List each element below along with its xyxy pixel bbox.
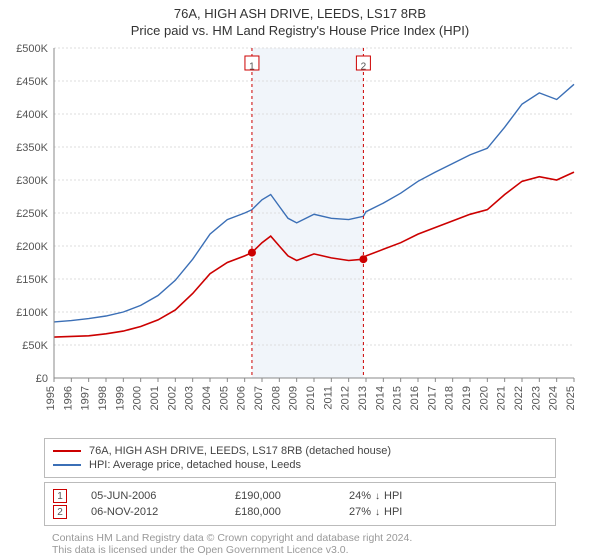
x-tick-label: 1996 <box>62 386 74 410</box>
x-tick-label: 2024 <box>548 386 560 410</box>
y-tick-label: £500K <box>16 43 48 55</box>
sale-delta-pct: 24% <box>349 490 371 502</box>
y-tick-label: £200K <box>16 241 48 253</box>
sale-point <box>359 255 367 263</box>
legend-row: HPI: Average price, detached house, Leed… <box>53 459 547 471</box>
sale-marker-num: 2 <box>361 62 367 73</box>
x-tick-label: 2016 <box>409 386 421 410</box>
x-tick-label: 2019 <box>461 386 473 410</box>
sale-point <box>248 249 256 257</box>
x-tick-label: 2007 <box>253 386 265 410</box>
x-tick-label: 1995 <box>45 386 57 410</box>
x-tick-label: 2013 <box>357 386 369 410</box>
y-tick-label: £400K <box>16 109 48 121</box>
sale-delta-label: HPI <box>384 506 402 518</box>
legend-label: 76A, HIGH ASH DRIVE, LEEDS, LS17 8RB (de… <box>89 445 391 457</box>
x-tick-label: 2001 <box>149 386 161 410</box>
sale-price: £190,000 <box>235 490 325 502</box>
x-tick-label: 2014 <box>374 386 386 410</box>
x-tick-label: 2009 <box>288 386 300 410</box>
x-tick-label: 2008 <box>270 386 282 410</box>
sales-panel: 1 05-JUN-2006 £190,000 24% ↓ HPI 2 06-NOV-2012 £… <box>44 482 556 526</box>
sale-date: 05-JUN-2006 <box>91 490 211 502</box>
legend-swatch <box>53 464 81 466</box>
x-tick-label: 1997 <box>80 386 92 410</box>
chart-title-block: 76A, HIGH ASH DRIVE, LEEDS, LS17 8RB Pri… <box>0 0 600 38</box>
x-tick-label: 2015 <box>392 386 404 410</box>
x-tick-label: 2020 <box>478 386 490 410</box>
y-tick-label: £0 <box>36 373 48 385</box>
legend-swatch <box>53 450 81 452</box>
y-tick-label: £250K <box>16 208 48 220</box>
x-tick-label: 2022 <box>513 386 525 410</box>
x-tick-label: 2002 <box>166 386 178 410</box>
sale-delta: 24% ↓ HPI <box>349 490 449 502</box>
y-tick-label: £150K <box>16 274 48 286</box>
title-subtitle: Price paid vs. HM Land Registry's House … <box>0 23 600 38</box>
price-chart-svg: £0 £50K £100K £150K £200K £250K £300K £350K £400… <box>0 38 600 438</box>
x-tick-label: 2012 <box>340 386 352 410</box>
x-tick-label: 2003 <box>184 386 196 410</box>
sale-num-box: 1 <box>53 489 67 503</box>
legend-label: HPI: Average price, detached house, Leed… <box>89 459 301 471</box>
sale-price: £180,000 <box>235 506 325 518</box>
arrow-down-icon: ↓ <box>375 507 380 518</box>
sale-delta-pct: 27% <box>349 506 371 518</box>
y-tick-label: £100K <box>16 307 48 319</box>
y-tick-label: £300K <box>16 175 48 187</box>
x-tick-label: 2021 <box>496 386 508 410</box>
x-tick-label: 2023 <box>530 386 542 410</box>
x-tick-label: 2025 <box>565 386 577 410</box>
x-tick-label: 2000 <box>132 386 144 410</box>
x-tick-label: 2011 <box>322 386 334 410</box>
sale-marker-num: 1 <box>249 62 255 73</box>
x-tick-label: 1999 <box>114 386 126 410</box>
x-tick-label: 2010 <box>305 386 317 410</box>
sale-delta-label: HPI <box>384 490 402 502</box>
sale-row: 2 06-NOV-2012 £180,000 27% ↓ HPI <box>53 505 547 519</box>
sale-row: 1 05-JUN-2006 £190,000 24% ↓ HPI <box>53 489 547 503</box>
y-tick-label: £450K <box>16 76 48 88</box>
x-tick-label: 2004 <box>201 386 213 410</box>
x-tick-label: 2018 <box>444 386 456 410</box>
legend-row: 76A, HIGH ASH DRIVE, LEEDS, LS17 8RB (de… <box>53 445 547 457</box>
y-tick-label: £50K <box>22 340 48 352</box>
sale-delta: 27% ↓ HPI <box>349 506 449 518</box>
title-address: 76A, HIGH ASH DRIVE, LEEDS, LS17 8RB <box>0 6 600 21</box>
x-tick-label: 1998 <box>97 386 109 410</box>
x-tick-label: 2017 <box>426 386 438 410</box>
footnote-panel: Contains HM Land Registry data © Crown c… <box>44 530 556 558</box>
sale-date: 06-NOV-2012 <box>91 506 211 518</box>
y-tick-label: £350K <box>16 142 48 154</box>
legend-panel: 76A, HIGH ASH DRIVE, LEEDS, LS17 8RB (de… <box>44 438 556 478</box>
sale-num-box: 2 <box>53 505 67 519</box>
footnote-line2: This data is licensed under the Open Gov… <box>52 544 548 556</box>
arrow-down-icon: ↓ <box>375 491 380 502</box>
footnote-line1: Contains HM Land Registry data © Crown c… <box>52 532 548 544</box>
x-tick-label: 2006 <box>236 386 248 410</box>
x-tick-label: 2005 <box>218 386 230 410</box>
chart-area: £0 £50K £100K £150K £200K £250K £300K £350K £400… <box>0 38 600 438</box>
